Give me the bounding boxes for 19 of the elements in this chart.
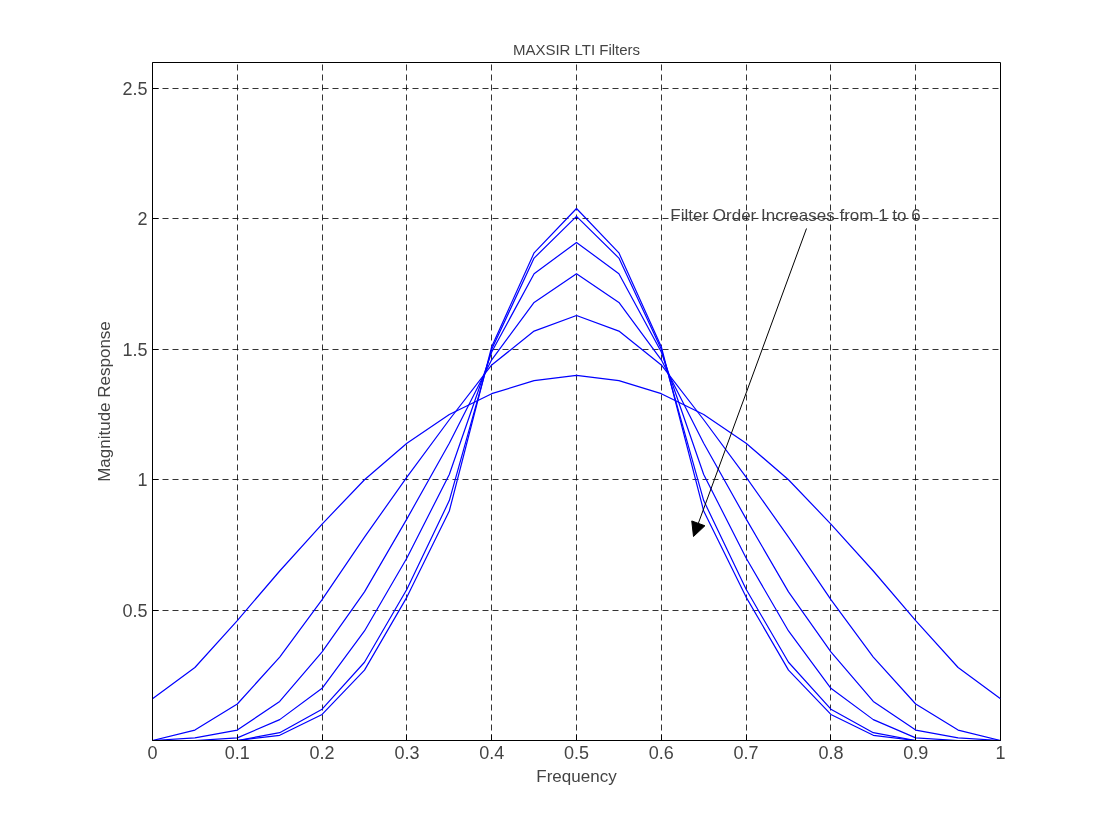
x-tick-label: 0.7 [733,742,759,763]
y-axis-title: Magnitude Response [95,321,115,482]
x-tick-label: 0.2 [309,742,335,763]
y-tick-label: 1 [137,470,148,491]
y-tick-label: 0.5 [122,600,148,621]
x-tick-label: 0 [147,742,158,763]
x-axis-title: Frequency [536,766,618,786]
x-tick-label: 0.1 [224,742,250,763]
y-tick-label: 2.5 [122,79,148,100]
chart-title: MAXSIR LTI Filters [512,40,641,58]
x-tick-label: 0.3 [394,742,420,763]
y-tick-label: 1.5 [122,339,148,360]
x-tick-label: 1 [995,742,1006,763]
x-tick-label: 0.4 [479,742,505,763]
x-tick-label: 0.5 [563,742,590,763]
x-tick-label: 0.6 [648,742,674,763]
x-tick-label: 0.9 [903,742,929,763]
y-tick-label: 2 [137,209,148,230]
x-tick-label: 0.8 [818,742,844,763]
